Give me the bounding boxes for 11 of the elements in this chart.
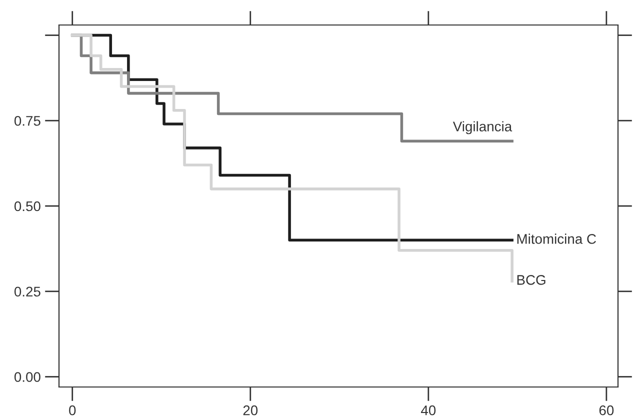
series-label: Vigilancia	[452, 121, 512, 134]
x-tick-label: 0	[69, 405, 76, 416]
series-label: BCG	[517, 275, 546, 285]
x-tick-label: 20	[243, 405, 258, 416]
x-tick-label: 60	[599, 405, 614, 416]
y-tick-label: 0.75	[14, 116, 40, 126]
y-tick-label: 0.25	[14, 286, 40, 297]
y-tick-label: 0.00	[14, 372, 40, 382]
series-label: Mitomicina C	[517, 234, 596, 244]
x-tick-label: 40	[421, 405, 436, 416]
y-tick-label: 0.50	[14, 201, 40, 212]
